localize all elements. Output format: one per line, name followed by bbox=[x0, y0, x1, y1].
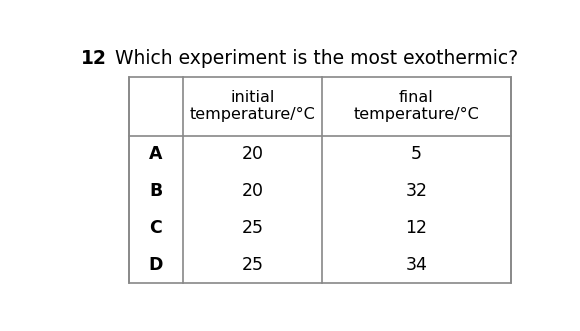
Text: final
temperature/°C: final temperature/°C bbox=[353, 90, 479, 122]
Text: D: D bbox=[148, 256, 163, 274]
Text: initial
temperature/°C: initial temperature/°C bbox=[190, 90, 315, 122]
Text: 12: 12 bbox=[81, 49, 107, 68]
Text: A: A bbox=[149, 145, 162, 163]
Text: 25: 25 bbox=[241, 219, 263, 237]
Text: C: C bbox=[149, 219, 162, 237]
Text: 12: 12 bbox=[405, 219, 427, 237]
Text: 5: 5 bbox=[411, 145, 422, 163]
Text: 32: 32 bbox=[405, 182, 427, 200]
Text: 20: 20 bbox=[241, 145, 263, 163]
Text: 34: 34 bbox=[405, 256, 427, 274]
Text: B: B bbox=[149, 182, 162, 200]
Text: 20: 20 bbox=[241, 182, 263, 200]
Text: 25: 25 bbox=[241, 256, 263, 274]
Text: Which experiment is the most exothermic?: Which experiment is the most exothermic? bbox=[115, 49, 519, 68]
